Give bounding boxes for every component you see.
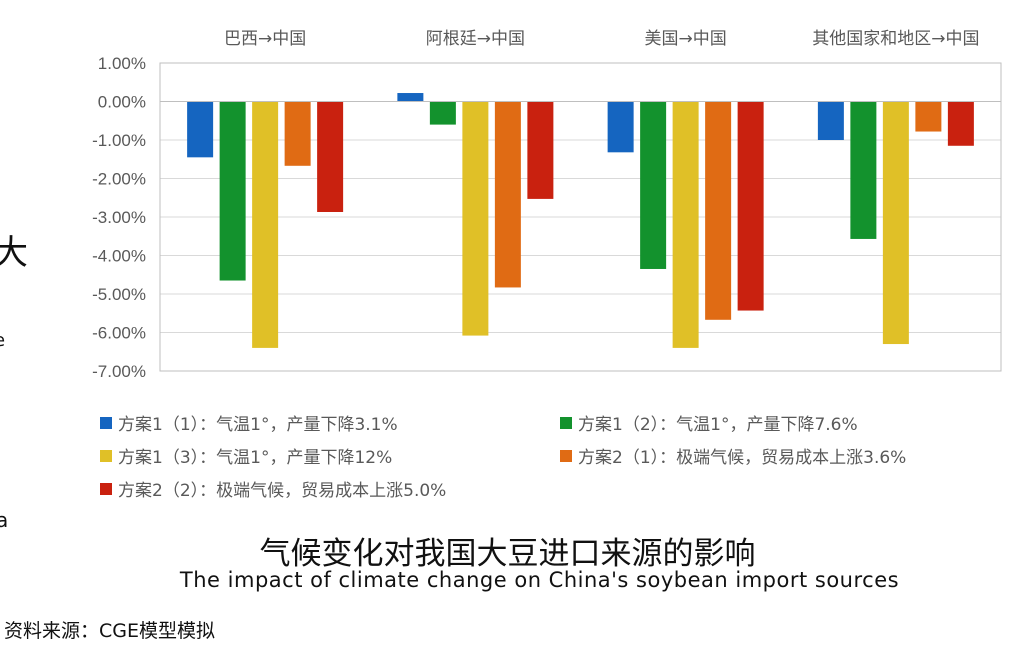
legend-label-3: 方案1（3）：气温1°，产量下降12% xyxy=(118,448,393,468)
bar xyxy=(462,101,489,336)
legend-label-1: 方案1（1）：气温1°，产量下降3.1% xyxy=(118,415,398,435)
bar xyxy=(672,101,699,348)
edge-fragment-2: e xyxy=(0,330,5,351)
y-tick-label: -3.00% xyxy=(92,208,146,227)
legend-item-2: 方案1（2）：气温1°，产量下降7.6% xyxy=(560,410,858,435)
legend-swatch-5 xyxy=(100,482,112,495)
plot-area-border xyxy=(159,62,1002,372)
legend-label-5: 方案2（2）：极端气候，贸易成本上涨5.0% xyxy=(118,481,447,501)
category-label: 巴西→中国 xyxy=(224,29,306,49)
bar xyxy=(737,101,764,311)
source-note: 资料来源：CGE模型模拟 xyxy=(4,620,215,642)
title-chinese: 气候变化对我国大豆进口来源的影响 xyxy=(259,536,756,572)
bar xyxy=(284,101,311,166)
legend-item-1: 方案1（1）：气温1°，产量下降3.1% xyxy=(100,410,398,435)
y-tick-label: -7.00% xyxy=(92,362,146,381)
bar xyxy=(494,101,521,288)
bar xyxy=(252,101,279,348)
edge-fragment-3: a xyxy=(0,508,9,532)
bar xyxy=(640,101,667,269)
y-tick-label: -4.00% xyxy=(92,247,146,266)
bar-chart: 1.00% 0.00% -1.00% -2.00% -3.00% -4.00% -5.00%… xyxy=(92,29,1002,381)
y-tick-label: 0.00% xyxy=(98,93,146,112)
category-label: 美国→中国 xyxy=(645,29,727,49)
bar xyxy=(187,101,214,158)
bar xyxy=(882,101,909,345)
title-english: The impact of climate change on China's … xyxy=(179,568,900,592)
y-tick-label: 1.00% xyxy=(98,54,146,73)
legend-item-4: 方案2（1）：极端气候，贸易成本上涨3.6% xyxy=(560,443,906,468)
y-tick-label: -5.00% xyxy=(92,285,146,304)
bar xyxy=(705,101,732,320)
bar xyxy=(219,101,246,281)
category-label: 阿根廷→中国 xyxy=(426,29,525,49)
bar xyxy=(947,101,974,146)
bar xyxy=(850,101,877,239)
bar xyxy=(915,101,942,132)
bar xyxy=(317,101,344,212)
legend-swatch-3 xyxy=(100,449,112,462)
bar xyxy=(817,101,844,140)
bar xyxy=(429,101,456,125)
legend-swatch-2 xyxy=(560,416,572,429)
y-tick-label: -2.00% xyxy=(92,170,146,189)
y-tick-label: -1.00% xyxy=(92,131,146,150)
category-label: 其他国家和地区→中国 xyxy=(812,29,979,49)
edge-fragment-1: 大 xyxy=(0,233,28,273)
legend-swatch-1 xyxy=(100,416,112,429)
legend-label-2: 方案1（2）：气温1°，产量下降7.6% xyxy=(578,415,858,435)
bar xyxy=(527,101,554,199)
y-tick-label: -6.00% xyxy=(92,324,146,343)
bar xyxy=(397,93,424,102)
legend-item-3: 方案1（3）：气温1°，产量下降12% xyxy=(100,443,392,468)
legend-label-4: 方案2（1）：极端气候，贸易成本上涨3.6% xyxy=(578,448,907,468)
bar xyxy=(607,101,634,153)
legend-swatch-4 xyxy=(560,449,572,462)
legend-item-5: 方案2（2）：极端气候，贸易成本上涨5.0% xyxy=(100,476,446,501)
